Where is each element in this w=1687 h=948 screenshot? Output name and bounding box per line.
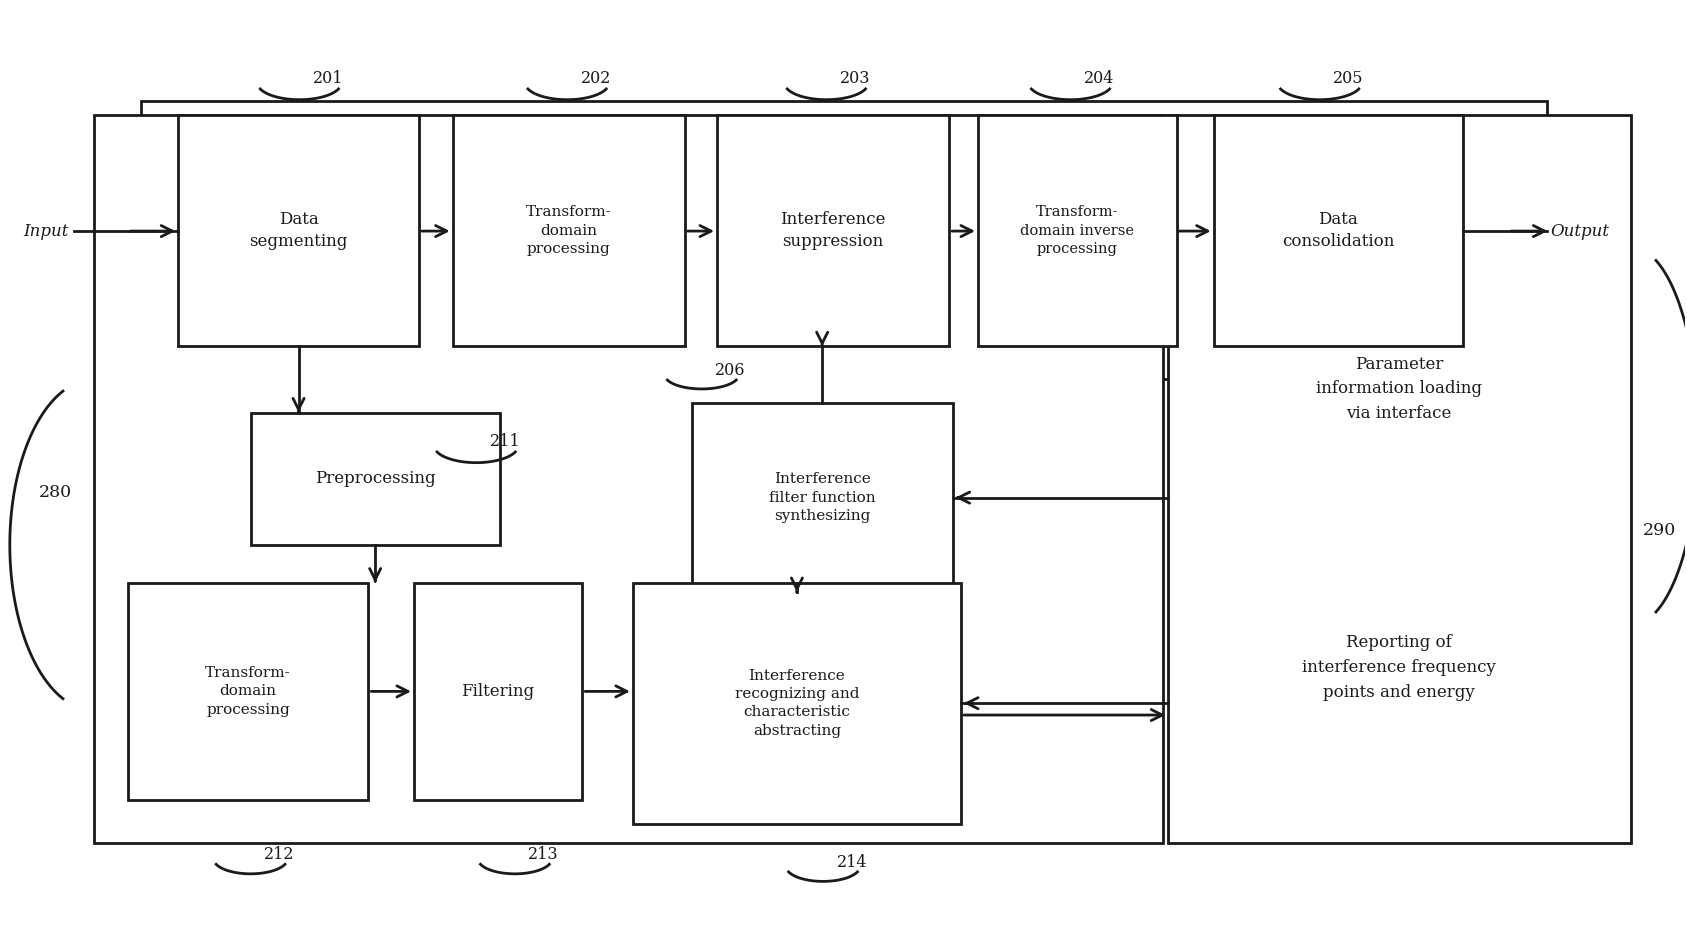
- Text: Transform-
domain
processing: Transform- domain processing: [526, 205, 612, 256]
- FancyBboxPatch shape: [978, 115, 1176, 346]
- Text: Preprocessing: Preprocessing: [315, 470, 435, 487]
- FancyBboxPatch shape: [142, 100, 1547, 379]
- FancyBboxPatch shape: [1167, 115, 1631, 843]
- Text: Reporting of
interference frequency
points and energy: Reporting of interference frequency poin…: [1302, 634, 1496, 702]
- FancyBboxPatch shape: [251, 412, 499, 545]
- Text: Interference
filter function
synthesizing: Interference filter function synthesizin…: [769, 472, 876, 523]
- Text: Data
consolidation: Data consolidation: [1282, 211, 1395, 250]
- Text: Output: Output: [1550, 223, 1609, 240]
- Text: Input: Input: [24, 223, 69, 240]
- Text: Interference
recognizing and
characteristic
abstracting: Interference recognizing and characteris…: [734, 668, 859, 738]
- Text: Transform-
domain inverse
processing: Transform- domain inverse processing: [1021, 205, 1134, 256]
- Text: Filtering: Filtering: [462, 683, 535, 700]
- Text: 212: 212: [265, 847, 295, 864]
- Text: 214: 214: [837, 854, 867, 871]
- Text: 213: 213: [528, 847, 558, 864]
- FancyBboxPatch shape: [94, 115, 1162, 843]
- Text: 211: 211: [489, 433, 520, 450]
- Text: 201: 201: [312, 70, 344, 87]
- Text: 290: 290: [1643, 522, 1677, 539]
- FancyBboxPatch shape: [692, 403, 953, 592]
- Text: 206: 206: [715, 362, 746, 379]
- Text: 203: 203: [840, 70, 870, 87]
- FancyBboxPatch shape: [413, 583, 582, 800]
- Text: Parameter
information loading
via interface: Parameter information loading via interf…: [1316, 356, 1481, 422]
- FancyBboxPatch shape: [452, 115, 685, 346]
- Text: 202: 202: [580, 70, 611, 87]
- FancyBboxPatch shape: [1213, 115, 1463, 346]
- Text: 280: 280: [39, 484, 73, 501]
- FancyBboxPatch shape: [717, 115, 950, 346]
- Text: 205: 205: [1333, 70, 1363, 87]
- FancyBboxPatch shape: [633, 583, 962, 824]
- Text: Transform-
domain
processing: Transform- domain processing: [206, 666, 290, 717]
- Text: Data
segmenting: Data segmenting: [250, 211, 348, 250]
- FancyBboxPatch shape: [128, 583, 368, 800]
- Text: 204: 204: [1085, 70, 1115, 87]
- Text: Interference
suppression: Interference suppression: [781, 211, 886, 250]
- FancyBboxPatch shape: [179, 115, 418, 346]
